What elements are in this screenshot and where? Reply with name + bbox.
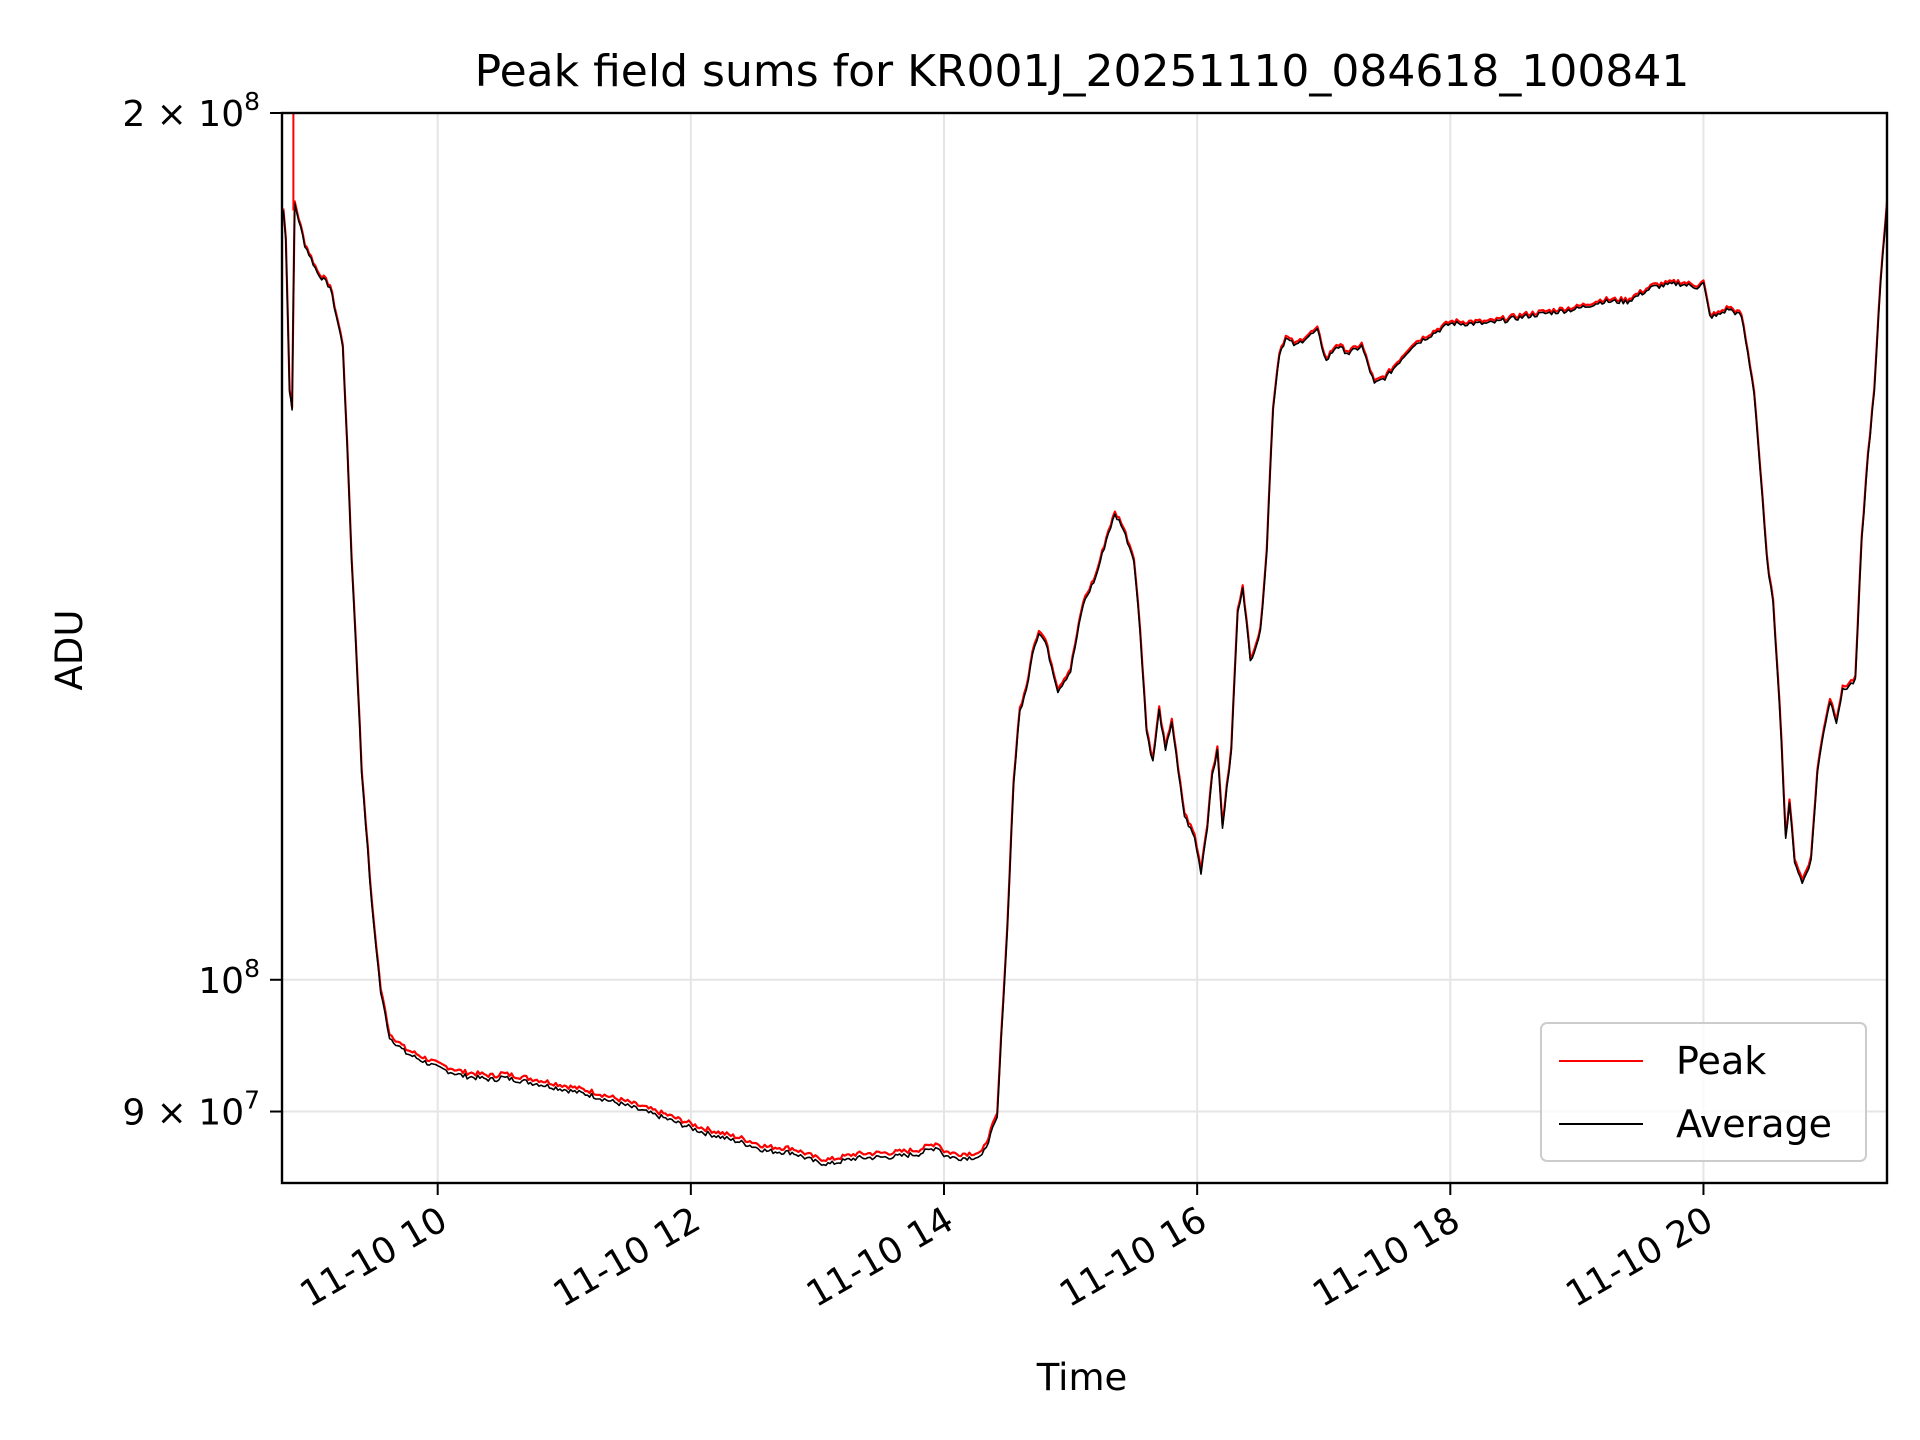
legend: Peak Average [1540,1022,1867,1162]
legend-label-peak: Peak [1676,1039,1766,1083]
plot-series [282,113,1889,1167]
y-tick-label: 9 × 107 [122,1086,260,1134]
x-axis-title: Time [1036,1356,1128,1399]
y-tick-exponent: 7 [244,1086,260,1115]
grid [282,113,1887,1183]
plot-frame [280,111,1889,1185]
y-axis-title: ADU [48,610,91,691]
chart-title: Peak field sums for KR001J_20251110_0846… [475,46,1690,97]
y-tick-label: 2 × 108 [122,87,260,135]
y-tick-exponent: 8 [244,87,260,116]
legend-box [1540,1022,1867,1162]
y-tick-label: 108 [198,954,260,1002]
y-tick-exponent: 8 [244,954,260,983]
legend-label-average: Average [1676,1102,1832,1146]
series-line-average [282,202,1888,1167]
